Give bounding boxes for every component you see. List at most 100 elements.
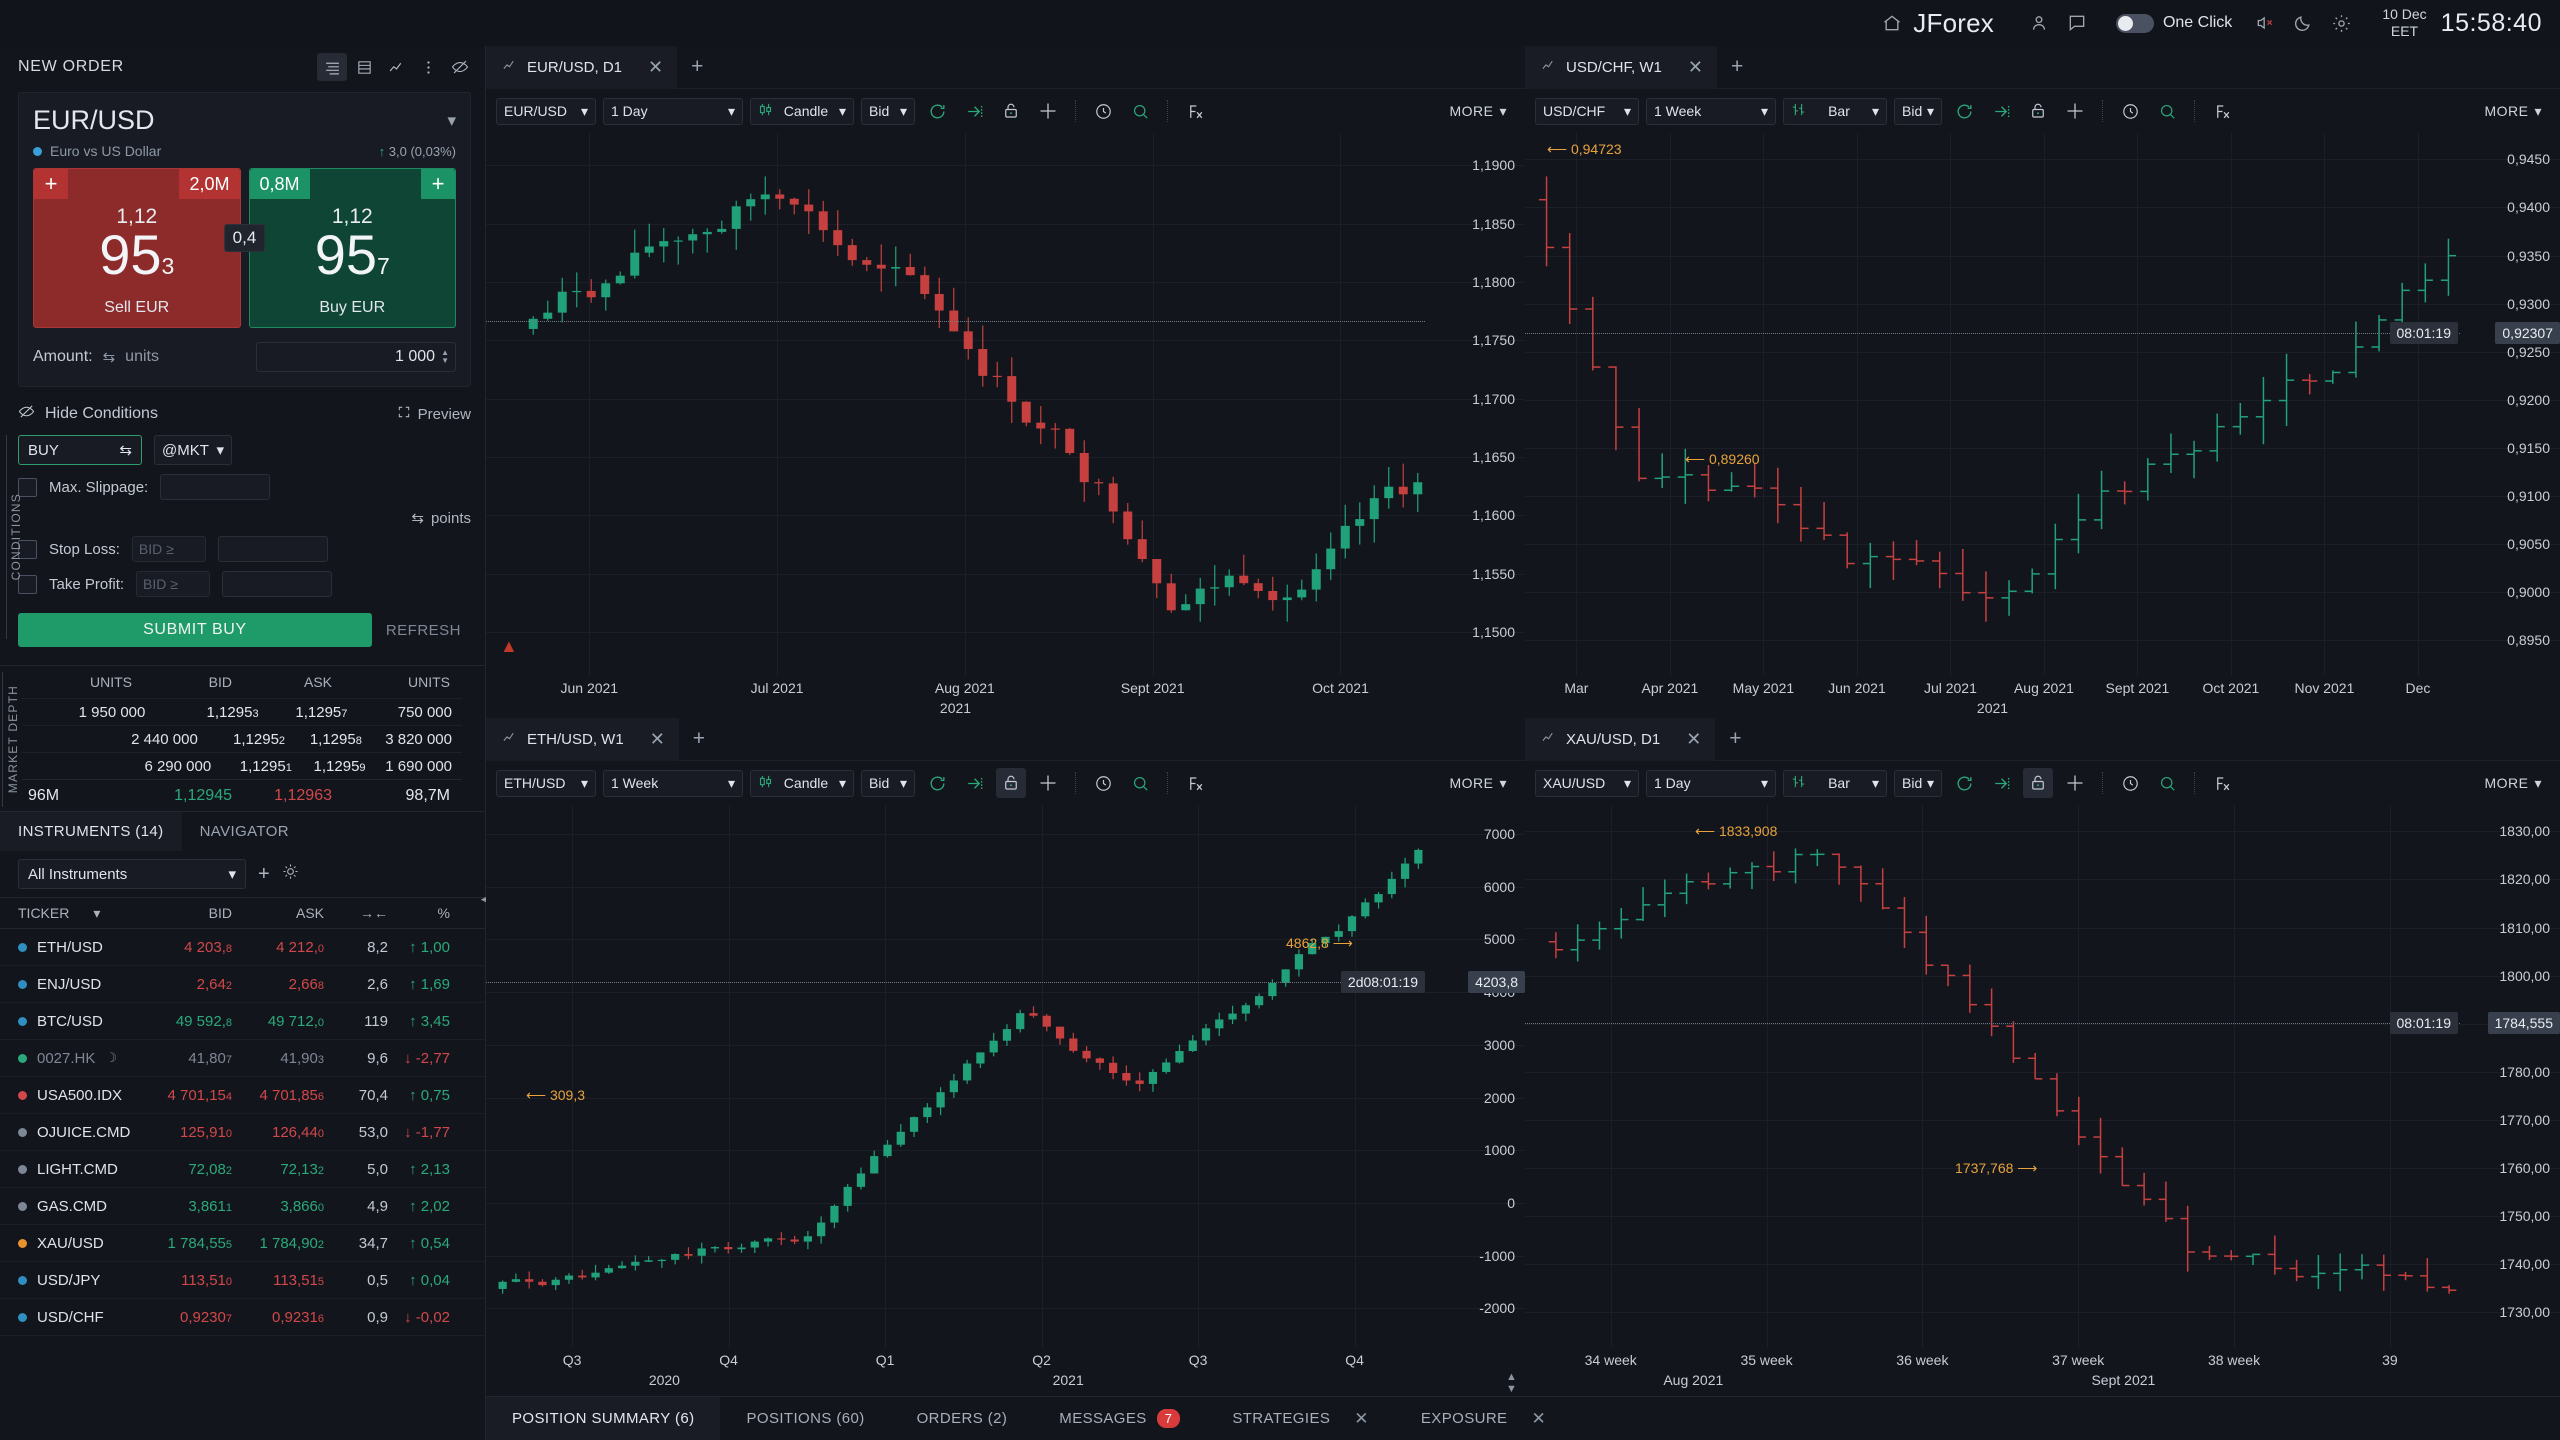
take-profit-input[interactable]	[222, 571, 333, 597]
col-ticker[interactable]: TICKER ▾	[0, 905, 140, 922]
col-spread[interactable]: →←	[360, 905, 388, 921]
stop-loss-input[interactable]	[217, 536, 328, 562]
scroll-up-icon[interactable]: ▲	[1506, 1371, 1517, 1383]
chart-icon[interactable]	[381, 53, 411, 81]
buy-plus-icon[interactable]: +	[421, 169, 455, 199]
chart-more-button[interactable]: MORE ▾	[1449, 775, 1515, 792]
chart-plot[interactable]: 1,1900 1,1850 1,1800 1,1750 1,1700 1,1650 1,16…	[486, 133, 1525, 718]
chart-period-select[interactable]: 1 Day ▾	[1646, 769, 1776, 797]
one-click-toggle[interactable]: One Click	[2115, 13, 2232, 33]
order-form-icon[interactable]	[317, 53, 347, 81]
chart-plot[interactable]: 1830,001820,001810,001800,001790,001780,…	[1525, 805, 2560, 1390]
indicators-icon[interactable]	[2207, 768, 2237, 798]
instrument-row[interactable]: ETH/USD 4 203,8 4 212,0 8,2 ↑ 1,00	[0, 929, 485, 966]
home-icon[interactable]	[1873, 4, 1911, 42]
close-icon[interactable]: ✕	[1531, 1408, 1547, 1428]
gear-icon[interactable]	[2322, 4, 2360, 42]
clock-icon[interactable]	[1088, 96, 1118, 126]
crosshair-icon[interactable]	[2060, 768, 2090, 798]
clock-icon[interactable]	[2115, 768, 2145, 798]
stop-loss-condition[interactable]: BID ≥	[131, 536, 206, 562]
refresh-icon[interactable]	[1949, 768, 1979, 798]
close-icon[interactable]: ✕	[649, 728, 665, 749]
instrument-row[interactable]: USA500.IDX 4 701,154 4 701,856 70,4 ↑ 0,75	[0, 1077, 485, 1114]
bottom-tab[interactable]: ORDERS (2)	[891, 1397, 1034, 1440]
submit-buy-button[interactable]: SUBMIT BUY	[18, 613, 372, 647]
instrument-row[interactable]: USD/JPY 113,510 113,515 0,5 ↑ 0,04	[0, 1262, 485, 1299]
jump-to-latest-icon[interactable]	[959, 96, 989, 126]
eye-off-icon[interactable]	[18, 403, 35, 425]
buy-button[interactable]: + 0,8M 1,12 957 Buy EUR	[248, 168, 456, 328]
sell-plus-icon[interactable]: +	[34, 169, 68, 199]
tab-navigator[interactable]: NAVIGATOR	[199, 823, 290, 840]
scroll-down-icon[interactable]: ▼	[1506, 1383, 1517, 1395]
market-depth-row[interactable]: 1 950 000 1,12953 1,12957 750 000	[22, 698, 462, 725]
chat-icon[interactable]	[2058, 4, 2096, 42]
bottom-tab[interactable]: STRATEGIES ✕	[1206, 1397, 1395, 1440]
jump-to-latest-icon[interactable]	[959, 768, 989, 798]
user-icon[interactable]	[2020, 4, 2058, 42]
lock-icon[interactable]	[996, 768, 1026, 798]
toggle-switch[interactable]	[2115, 13, 2154, 33]
moon-icon[interactable]	[2284, 4, 2322, 42]
indicators-icon[interactable]	[2207, 96, 2237, 126]
chart-plot[interactable]: 70006000500040003000200010000-1000-20004…	[486, 805, 1525, 1390]
indicators-icon[interactable]	[1180, 768, 1210, 798]
amount-stepper[interactable]: ▲ ▼	[441, 348, 449, 365]
amount-input[interactable]: 1 000 ▲ ▼	[256, 342, 456, 372]
add-chart-icon[interactable]: +	[1730, 55, 1744, 78]
chart-scroll-arrows[interactable]: ▲ ▼	[1506, 1371, 1517, 1395]
plus-icon[interactable]: +	[258, 862, 270, 885]
chart-instrument-select[interactable]: XAU/USD ▾	[1535, 769, 1639, 797]
hide-icon[interactable]	[445, 53, 475, 81]
jump-to-latest-icon[interactable]	[1986, 96, 2016, 126]
stop-loss-checkbox[interactable]	[18, 539, 37, 559]
chart-side-select[interactable]: Bid ▾	[861, 769, 915, 797]
preview-button[interactable]: Preview	[397, 405, 471, 423]
order-type-select[interactable]: @MKT ▾	[154, 435, 232, 465]
clock-icon[interactable]	[1088, 768, 1118, 798]
clock-icon[interactable]	[2115, 96, 2145, 126]
hide-conditions-row[interactable]: Hide Conditions Preview	[18, 403, 471, 425]
swap-icon[interactable]: ⇆	[102, 349, 116, 366]
jump-to-latest-icon[interactable]	[1986, 768, 2016, 798]
instrument-row[interactable]: 0027.HK ☽ 41,807 41,903 9,6 ↓ -2,77	[0, 1040, 485, 1077]
close-icon[interactable]: ✕	[1354, 1408, 1369, 1428]
chart-more-button[interactable]: MORE ▾	[2484, 103, 2550, 120]
lock-icon[interactable]	[996, 96, 1026, 126]
crosshair-icon[interactable]	[1033, 768, 1063, 798]
max-slippage-checkbox[interactable]	[18, 477, 37, 497]
chart-tab[interactable]: XAU/USD, D1 ✕	[1525, 717, 1716, 761]
instrument-row[interactable]: LIGHT.CMD 72,082 72,132 5,0 ↑ 2,13	[0, 1151, 485, 1188]
chart-tab[interactable]: EUR/USD, D1 ✕	[486, 45, 678, 89]
close-icon[interactable]: ✕	[1686, 728, 1702, 749]
lock-icon[interactable]	[2023, 768, 2053, 798]
instrument-row[interactable]: OJUICE.CMD 125,910 126,440 53,0 ↓ -1,77	[0, 1114, 485, 1151]
indicators-icon[interactable]	[1180, 96, 1210, 126]
col-bid[interactable]: BID	[208, 905, 232, 921]
chart-tab[interactable]: USD/CHF, W1 ✕	[1525, 45, 1717, 89]
chart-more-button[interactable]: MORE ▾	[2484, 775, 2550, 792]
chevron-down-icon[interactable]: ▾	[447, 110, 456, 130]
chart-instrument-select[interactable]: USD/CHF ▾	[1535, 97, 1639, 125]
depth-table-icon[interactable]	[349, 53, 379, 81]
market-depth-row[interactable]: 6 290 000 1,12951 1,12959 1 690 000	[22, 752, 462, 779]
max-slippage-input[interactable]	[160, 474, 271, 500]
add-chart-icon[interactable]: +	[692, 727, 706, 750]
zoom-icon[interactable]	[2152, 768, 2182, 798]
crosshair-icon[interactable]	[1033, 96, 1063, 126]
chart-period-select[interactable]: 1 Week ▾	[603, 769, 743, 797]
warning-icon[interactable]: ▲	[500, 636, 518, 656]
lock-icon[interactable]	[2023, 96, 2053, 126]
tab-instruments[interactable]: INSTRUMENTS (14)	[0, 812, 182, 851]
chart-side-select[interactable]: Bid ▾	[1894, 769, 1942, 797]
chart-period-select[interactable]: 1 Day ▾	[603, 97, 743, 125]
refresh-icon[interactable]	[1949, 96, 1979, 126]
chart-type-select[interactable]: Bar ▾	[1783, 769, 1887, 797]
instrument-row[interactable]: BTC/USD 49 592,8 49 712,0 119 ↑ 3,45	[0, 1003, 485, 1040]
chart-more-button[interactable]: MORE ▾	[1449, 103, 1515, 120]
instrument-filter-select[interactable]: All Instruments ▾	[18, 859, 246, 889]
refresh-button[interactable]: REFRESH	[385, 621, 461, 639]
instrument-row[interactable]: GAS.CMD 3,8611 3,8660 4,9 ↑ 2,02	[0, 1188, 485, 1225]
bottom-tab[interactable]: POSITIONS (60)	[720, 1397, 890, 1440]
